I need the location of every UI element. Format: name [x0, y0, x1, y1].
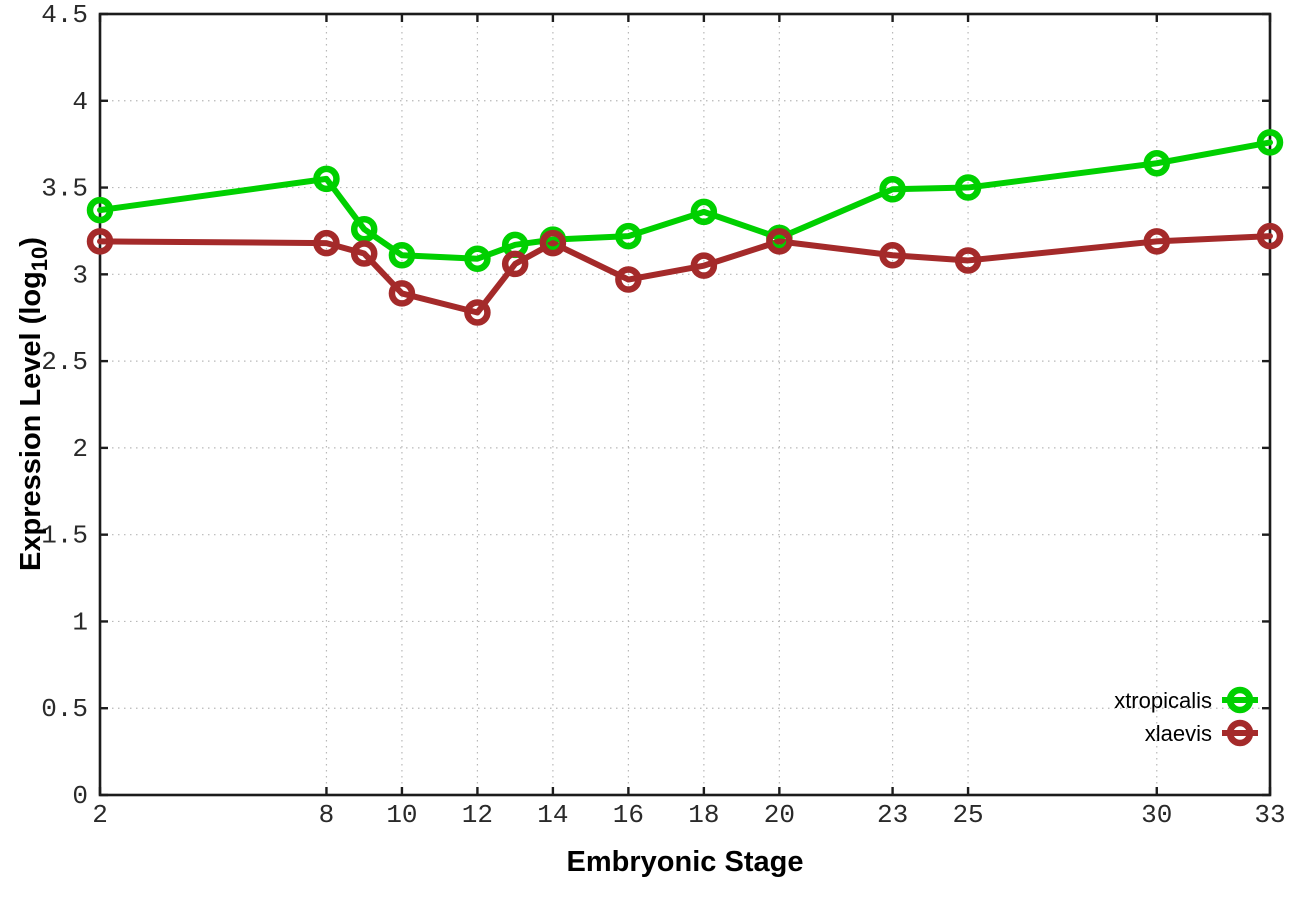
x-tick-label: 33 — [1254, 800, 1285, 830]
data-point-xlaevis — [954, 247, 982, 274]
data-point-xlaevis — [879, 241, 906, 269]
axes — [98, 12, 1272, 797]
data-point-xtropicalis — [1256, 129, 1284, 156]
data-point-xtropicalis — [879, 176, 906, 203]
legend-label-xtropicalis: xtropicalis — [1114, 688, 1212, 713]
plot-border — [98, 12, 1272, 797]
y-tick-label: 0.5 — [41, 694, 88, 724]
data-point-xtropicalis — [1143, 150, 1171, 177]
data-point-xlaevis — [86, 228, 114, 255]
data-point-xtropicalis — [388, 241, 416, 269]
data-point-xtropicalis — [313, 165, 340, 193]
data-point-xtropicalis — [615, 222, 642, 250]
y-tick-label: 3 — [72, 260, 88, 290]
data-point-xlaevis — [501, 250, 529, 278]
data-point-xlaevis — [388, 280, 416, 307]
legend-sample-marker — [1226, 719, 1254, 747]
data-point-xlaevis — [1256, 222, 1284, 250]
x-tick-label: 14 — [537, 800, 568, 830]
x-tick-label: 25 — [952, 800, 983, 830]
data-point-xlaevis — [615, 266, 642, 293]
data-point-xlaevis — [350, 240, 378, 267]
y-tick-label: 1.5 — [41, 521, 88, 551]
y-tick-label: 3.5 — [41, 174, 88, 204]
legend: xtropicalis xlaevis — [1114, 686, 1258, 747]
data-point-xtropicalis — [86, 196, 114, 224]
data-point-xlaevis — [464, 299, 491, 326]
y-tick-label: 4 — [72, 87, 88, 117]
x-tick-label: 8 — [319, 800, 335, 830]
tick-labels: 2 8 10 12 14 16 18 20 23 25 30 33 0 0.5 1 1.5 2 2.5 3 3.5 4 4… — [41, 0, 1285, 830]
data-point-xtropicalis — [690, 198, 718, 226]
data-series — [86, 129, 1284, 326]
legend-sample-marker — [1226, 686, 1254, 714]
data-point-xtropicalis — [350, 215, 378, 243]
y-tick-label: 4.5 — [41, 0, 88, 30]
y-axis-title: Expression Level (log10) — [15, 237, 52, 571]
x-tick-label: 10 — [386, 800, 417, 830]
grid-lines — [99, 13, 1271, 796]
x-tick-label: 2 — [92, 800, 108, 830]
y-tick-label: 0 — [72, 781, 88, 811]
x-tick-label: 30 — [1141, 800, 1172, 830]
x-tick-label: 23 — [877, 800, 908, 830]
data-point-xlaevis — [539, 229, 567, 257]
y-tick-label: 2 — [72, 434, 88, 464]
legend-item-xlaevis: xlaevis — [1145, 719, 1258, 747]
data-point-xtropicalis — [464, 245, 491, 272]
x-tick-label: 20 — [764, 800, 795, 830]
x-tick-label: 16 — [613, 800, 644, 830]
data-point-xlaevis — [766, 228, 793, 255]
data-point-xtropicalis — [954, 174, 982, 201]
x-tick-label: 12 — [462, 800, 493, 830]
data-point-xlaevis — [690, 252, 718, 279]
data-point-xlaevis — [1143, 228, 1171, 255]
y-tick-label: 2.5 — [41, 347, 88, 377]
y-tick-label: 1 — [72, 607, 88, 637]
data-point-xlaevis — [313, 229, 340, 257]
legend-item-xtropicalis: xtropicalis — [1114, 686, 1258, 714]
x-axis-title: Embryonic Stage — [567, 846, 804, 878]
x-tick-label: 18 — [688, 800, 719, 830]
legend-label-xlaevis: xlaevis — [1145, 721, 1212, 746]
